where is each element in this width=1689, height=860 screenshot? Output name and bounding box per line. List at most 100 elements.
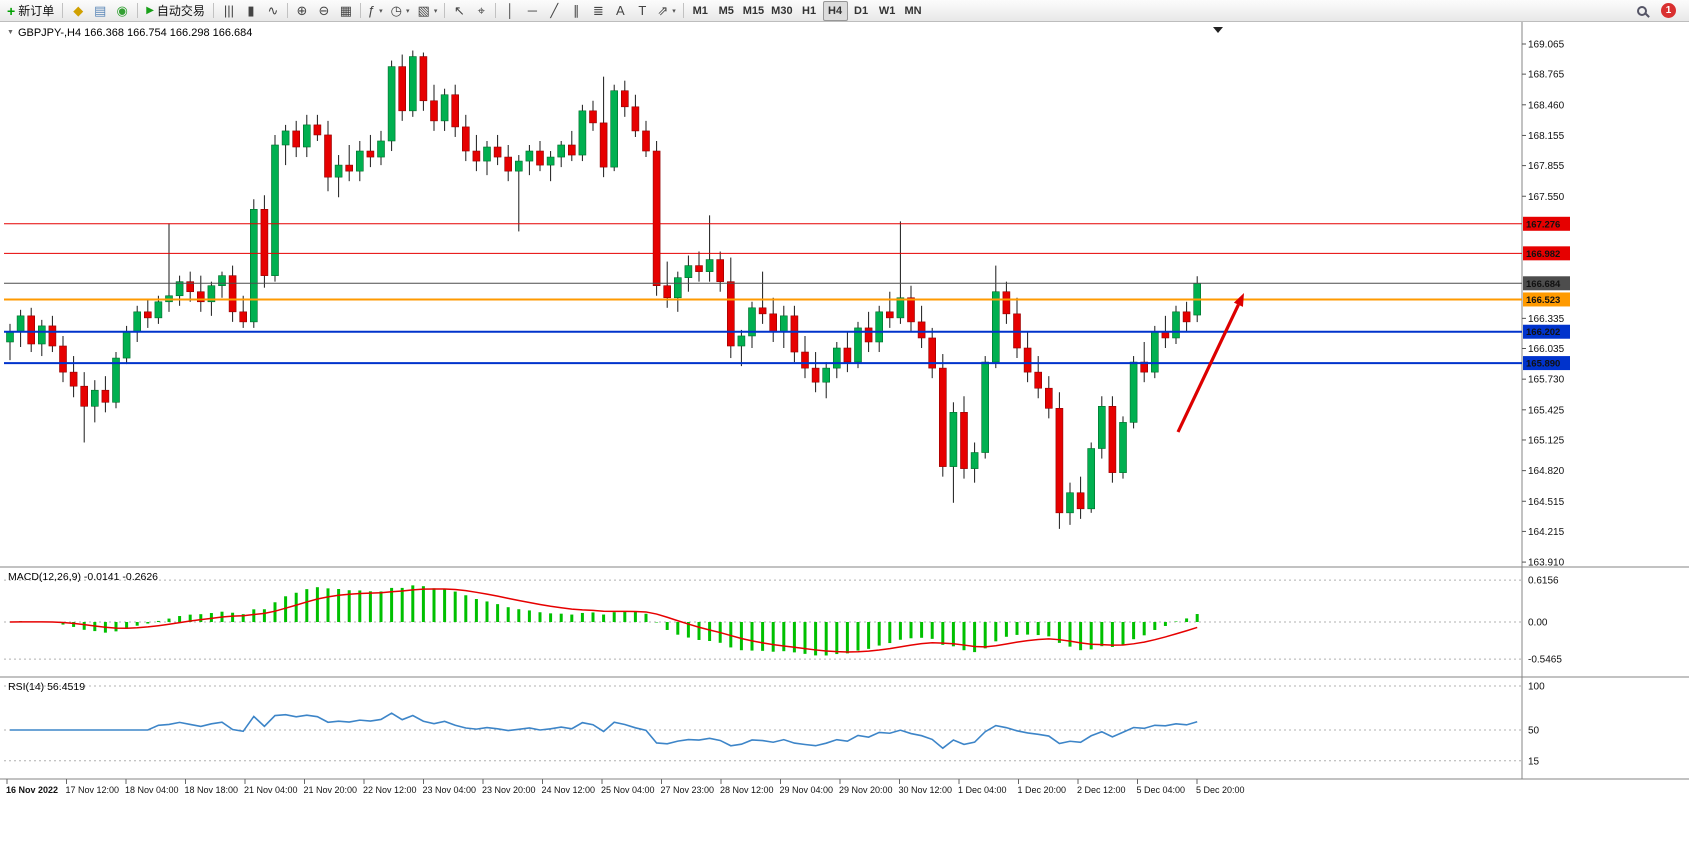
svg-text:25 Nov 04:00: 25 Nov 04:00 [601,785,655,795]
svg-text:166.335: 166.335 [1528,314,1565,325]
svg-text:167.855: 167.855 [1528,161,1565,172]
label-button[interactable]: T [631,1,653,21]
zoom-in-button[interactable]: ⊕ [291,1,313,21]
channel-button[interactable]: ∥ [565,1,587,21]
arrows-icon: ⇗ [657,3,669,18]
crosshair-button[interactable]: ⌖ [470,1,492,21]
svg-text:17 Nov 12:00: 17 Nov 12:00 [66,785,120,795]
bar-chart-icon: ||| [223,3,234,18]
channel-icon: ∥ [573,3,580,18]
svg-text:1 Dec 04:00: 1 Dec 04:00 [958,785,1007,795]
chart-menu-icon[interactable]: ▼ [7,29,14,36]
toolbar-separator [62,3,64,18]
shift-marker-icon[interactable] [1213,27,1223,33]
new-order-button[interactable]: + 新订单 [3,1,58,21]
macd-signal-line [9,588,1198,653]
price-badge [1523,276,1570,291]
profiles-button[interactable]: ▤ [89,1,111,21]
metaeditor-icon: ◆ [73,3,84,18]
svg-text:23 Nov 04:00: 23 Nov 04:00 [423,785,477,795]
svg-text:165.890: 165.890 [1526,359,1560,370]
timeframe-m30-button[interactable]: M30 [768,1,795,21]
svg-text:100: 100 [1528,682,1545,693]
chevron-down-icon: ▾ [379,7,383,15]
horizontal-line-button[interactable]: ─ [521,1,543,21]
text-button[interactable]: A [609,1,631,21]
line-chart-button[interactable]: ∿ [262,1,284,21]
search-icon [1637,5,1647,16]
cursor-button[interactable]: ↖ [448,1,470,21]
svg-text:168.155: 168.155 [1528,131,1565,142]
autotrading-button[interactable]: ▶ 自动交易 [142,1,209,21]
rsi-label: RSI(14) 56.4519 [8,681,86,693]
bar-chart-button[interactable]: ||| [218,1,240,21]
timeframe-h1-button[interactable]: H1 [797,1,822,21]
toolbar-separator [682,3,684,18]
timeframe-m15-button[interactable]: M15 [740,1,767,21]
svg-text:164.515: 164.515 [1528,497,1565,508]
macd-label: MACD(12,26,9) -0.0141 -0.2626 [8,571,158,583]
arrows-button[interactable]: ⇗ ▾ [653,1,679,21]
svg-text:21 Nov 20:00: 21 Nov 20:00 [304,785,358,795]
timeframe-d1-button[interactable]: D1 [849,1,874,21]
svg-text:164.820: 164.820 [1528,466,1565,477]
candlestick-button[interactable]: ▮ [240,1,262,21]
chevron-down-icon: ▾ [406,7,410,15]
svg-text:-0.5465: -0.5465 [1528,655,1562,666]
periods-button[interactable]: ◷ ▾ [387,1,414,21]
chart-title: ▼ GBPJPY-,H4 166.368 166.754 166.298 166.… [7,27,252,39]
svg-text:0.6156: 0.6156 [1528,576,1559,587]
price-axis[interactable]: 169.065 168.765 168.460 168.155 167.855 167.5… [1522,39,1570,569]
chart-window: 0.6156 0.00 -0.5465 100 50 15 169.065 168.765 16… [0,22,1689,860]
price-badge [1523,324,1570,339]
svg-text:166.202: 166.202 [1526,327,1560,338]
search-button[interactable] [1631,1,1653,21]
line-chart-icon: ∿ [267,3,279,18]
timeframe-m5-button[interactable]: M5 [714,1,739,21]
data-window-icon: ◉ [116,3,128,18]
notification-badge[interactable]: 1 [1661,3,1676,18]
autotrading-label: 自动交易 [156,4,205,18]
fibonacci-button[interactable]: ≣ [587,1,609,21]
svg-text:30 Nov 12:00: 30 Nov 12:00 [899,785,953,795]
main-chart-panel[interactable] [4,50,1522,529]
trend-arrow[interactable] [1176,293,1244,433]
label-icon: T [638,3,647,18]
timeframe-h4-button[interactable]: H4 [822,0,848,21]
svg-text:165.125: 165.125 [1528,435,1565,446]
rsi-line [10,712,1198,750]
chevron-down-icon: ▾ [433,7,438,15]
toolbar: + 新订单 ◆ ▤ ◉ ▶ 自动交易 ||| ▮ ∿ ⊕ ⊖ ▦ ƒ ▾ ◷ ▾ ▧ ▾ ↖ ⌖ │ ─ ╱ ∥ ≣ A T… [0,0,1689,22]
svg-text:29 Nov 20:00: 29 Nov 20:00 [839,785,893,795]
macd-axis: 0.6156 0.00 -0.5465 [4,576,1562,666]
svg-text:169.065: 169.065 [1528,39,1565,50]
indicators-button[interactable]: ƒ ▾ [364,1,387,21]
candlestick-icon: ▮ [247,3,255,18]
svg-text:18 Nov 18:00: 18 Nov 18:00 [185,785,239,795]
toolbar-separator [137,3,139,18]
zoom-out-button[interactable]: ⊖ [313,1,335,21]
metaeditor-button[interactable]: ◆ [67,1,89,21]
templates-icon: ▧ [417,3,430,18]
tile-windows-icon: ▦ [339,3,353,18]
time-axis[interactable]: 16 Nov 2022 17 Nov 12:00 18 Nov 04:00 18 No… [6,779,1245,795]
data-window-button[interactable]: ◉ [111,1,133,21]
vertical-line-button[interactable]: │ [499,1,521,21]
trendline-button[interactable]: ╱ [543,1,565,21]
svg-text:164.215: 164.215 [1528,527,1565,538]
price-badge [1523,356,1570,371]
text-icon: A [616,3,625,18]
timeframe-m1-button[interactable]: M1 [688,1,713,21]
chart-canvas[interactable]: 0.61560.00-0.54651005015169.065168.76516… [0,22,1689,860]
svg-text:165.425: 165.425 [1528,405,1565,416]
indicators-icon: ƒ [367,3,376,18]
tile-windows-button[interactable]: ▦ [335,1,357,21]
svg-text:5 Dec 20:00: 5 Dec 20:00 [1196,785,1245,795]
svg-text:166.523: 166.523 [1526,295,1560,306]
templates-button[interactable]: ▧ ▾ [414,1,442,21]
timeframe-mn-button[interactable]: MN [901,1,926,21]
timeframe-w1-button[interactable]: W1 [875,1,900,21]
cursor-icon: ↖ [453,3,465,18]
svg-text:21 Nov 04:00: 21 Nov 04:00 [244,785,298,795]
price-badge [1523,246,1570,261]
